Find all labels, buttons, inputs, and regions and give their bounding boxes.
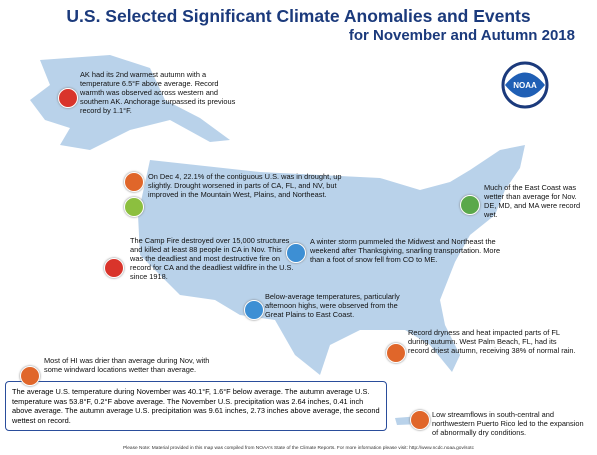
annotation: Most of HI was drier than average during… — [44, 356, 210, 374]
event-icon — [286, 243, 306, 263]
annotation: The Camp Fire destroyed over 15,000 stru… — [130, 236, 294, 281]
event-icon — [20, 366, 40, 386]
logo-text: NOAA — [513, 81, 537, 90]
logo-bird — [505, 72, 545, 98]
contiguous-us — [138, 145, 525, 375]
alaska — [30, 55, 230, 150]
annotation: Record dryness and heat impacted parts o… — [408, 328, 576, 355]
footer: Please Note: Material provided in this m… — [123, 446, 474, 451]
summary-box: The average U.S. temperature during Nove… — [5, 381, 387, 431]
event-icon — [58, 88, 78, 108]
event-icon — [124, 197, 144, 217]
subtitle: for November and Autumn 2018 — [348, 27, 575, 44]
annotation: Low streamflows in south-central and nor… — [432, 410, 584, 437]
event-icon — [124, 172, 144, 192]
annotation: On Dec 4, 22.1% of the contiguous U.S. w… — [148, 172, 342, 199]
event-icon — [410, 410, 430, 430]
event-icon — [460, 195, 480, 215]
annotation: A winter storm pummeled the Midwest and … — [310, 237, 501, 264]
annotation: Below-average temperatures, particularly… — [265, 292, 400, 319]
event-icon — [104, 258, 124, 278]
event-icon — [244, 300, 264, 320]
title: U.S. Selected Significant Climate Anomal… — [66, 6, 531, 26]
annotation: Much of the East Coast was wetter than a… — [484, 183, 581, 219]
annotation: AK had its 2nd warmest autumn with a tem… — [80, 70, 236, 115]
event-icon — [386, 343, 406, 363]
